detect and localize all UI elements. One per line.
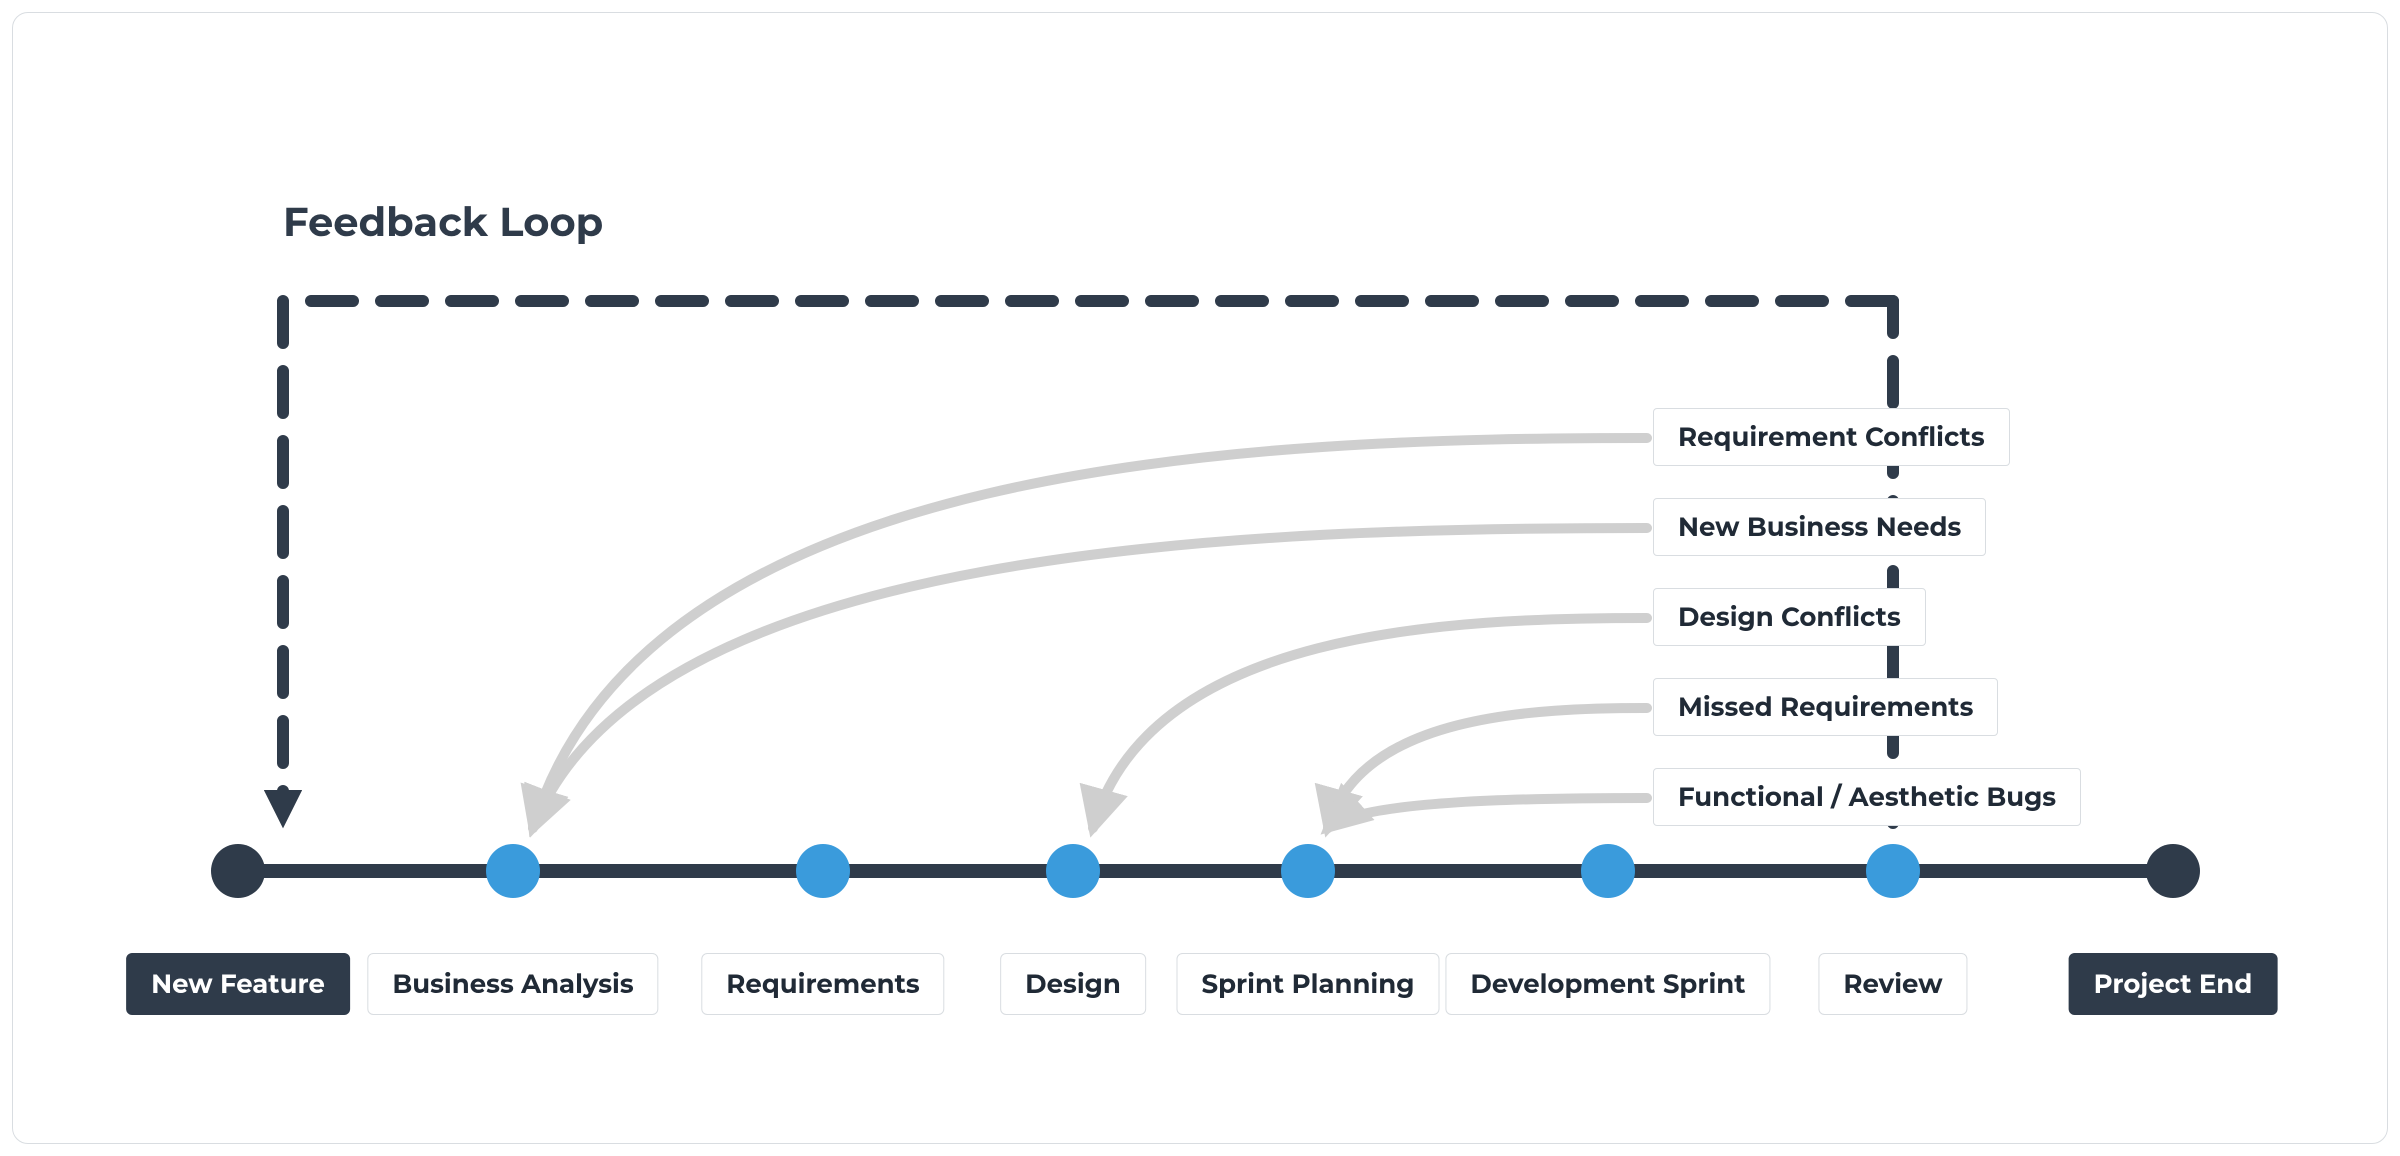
feedback-arrow-new-biz-needs xyxy=(533,528,1647,828)
feedback-box-req-conflicts: Requirement Conflicts xyxy=(1653,408,2010,466)
feedback-arrow-design-conflicts xyxy=(1093,618,1647,828)
feedback-box-new-biz-needs: New Business Needs xyxy=(1653,498,1986,556)
timeline-label-design: Design xyxy=(1000,953,1146,1015)
timeline-label-dev-sprint: Development Sprint xyxy=(1445,953,1770,1015)
timeline-node-requirements xyxy=(796,844,850,898)
feedback-arrow-bugs xyxy=(1328,798,1647,828)
timeline-label-project-end: Project End xyxy=(2069,953,2278,1015)
timeline-node-new-feature xyxy=(211,844,265,898)
feedback-box-missed-reqs: Missed Requirements xyxy=(1653,678,1998,736)
timeline-node-design xyxy=(1046,844,1100,898)
timeline-label-sprint-plan: Sprint Planning xyxy=(1176,953,1439,1015)
timeline-node-biz-analysis xyxy=(486,844,540,898)
feedback-box-bugs: Functional / Aesthetic Bugs xyxy=(1653,768,2081,826)
timeline-label-requirements: Requirements xyxy=(701,953,944,1015)
timeline-node-dev-sprint xyxy=(1581,844,1635,898)
diagram-title: Feedback Loop xyxy=(283,198,603,247)
timeline-label-biz-analysis: Business Analysis xyxy=(367,953,658,1015)
timeline-node-review xyxy=(1866,844,1920,898)
timeline-label-review: Review xyxy=(1818,953,1967,1015)
timeline-node-sprint-plan xyxy=(1281,844,1335,898)
feedback-arrow-missed-reqs xyxy=(1328,708,1647,828)
feedback-box-design-conflicts: Design Conflicts xyxy=(1653,588,1926,646)
timeline-label-new-feature: New Feature xyxy=(126,953,350,1015)
feedback-arrow-req-conflicts xyxy=(533,438,1647,828)
diagram-frame: Feedback Loop New Feature Business Analys… xyxy=(12,12,2388,1144)
timeline-node-project-end xyxy=(2146,844,2200,898)
